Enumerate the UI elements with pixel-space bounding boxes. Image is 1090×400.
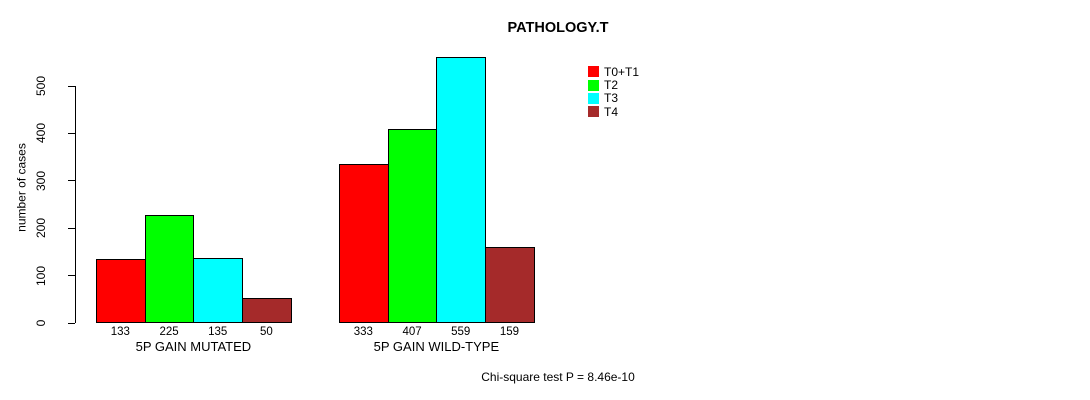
legend-item-t4: T4 (588, 105, 639, 118)
legend-item-t3: T3 (588, 92, 639, 105)
legend-label: T0+T1 (604, 64, 640, 79)
legend-swatch-t3 (588, 92, 599, 104)
y-tick-label: 200 (34, 218, 48, 239)
y-tick-mark (68, 132, 75, 134)
chi-square-annotation: Chi-square test P = 8.46e-10 (481, 370, 635, 384)
bar-value-label: 407 (402, 326, 422, 338)
y-tick-label: 500 (34, 75, 48, 97)
bar-value-label: 159 (499, 326, 520, 338)
legend-label: T3 (604, 91, 619, 106)
legend-swatch-t0-t1 (588, 66, 599, 78)
x-group-label: 5P GAIN MUTATED (135, 339, 252, 354)
bar-value-label: 50 (260, 326, 273, 338)
y-axis-label: number of cases (14, 143, 29, 232)
bar-t4-5p-gain-wild-type (485, 246, 535, 323)
bar-value-label: 133 (110, 326, 130, 338)
bar-t2-5p-gain-mutated (144, 215, 195, 323)
legend-item-t2: T2 (588, 78, 639, 91)
y-tick-label: 100 (34, 265, 48, 286)
bar-t2-5p-gain-wild-type (387, 129, 438, 323)
y-tick-mark (68, 227, 75, 229)
legend-swatch-t4 (588, 106, 599, 118)
y-tick-label: 300 (34, 170, 48, 191)
bar-value-label: 135 (208, 326, 228, 338)
chart-title: PATHOLOGY.T (507, 20, 609, 36)
y-tick-mark (68, 322, 75, 324)
bar-value-label: 559 (451, 326, 471, 338)
bar-t0-t1-5p-gain-wild-type (339, 164, 389, 323)
bar-value-label: 225 (159, 326, 179, 338)
bar-t3-5p-gain-mutated (193, 258, 244, 323)
y-tick-mark (68, 180, 75, 182)
y-tick-label: 400 (34, 123, 48, 144)
y-tick-mark (68, 275, 75, 277)
bar-value-label: 333 (353, 326, 373, 338)
legend: T0+T1 T2 T3 T4 (588, 65, 639, 119)
y-tick-label: 0 (34, 319, 48, 327)
bar-t0-t1-5p-gain-mutated (96, 258, 146, 323)
legend-item-t0-t1: T0+T1 (588, 65, 639, 78)
legend-label: T4 (604, 104, 619, 119)
legend-label: T2 (604, 78, 619, 93)
legend-swatch-t2 (588, 79, 599, 91)
bar-t4-5p-gain-mutated (242, 298, 292, 323)
y-axis-line (75, 86, 76, 323)
x-group-label: 5P GAIN WILD-TYPE (373, 339, 500, 354)
y-tick-mark (68, 85, 75, 87)
bar-t3-5p-gain-wild-type (436, 57, 487, 323)
